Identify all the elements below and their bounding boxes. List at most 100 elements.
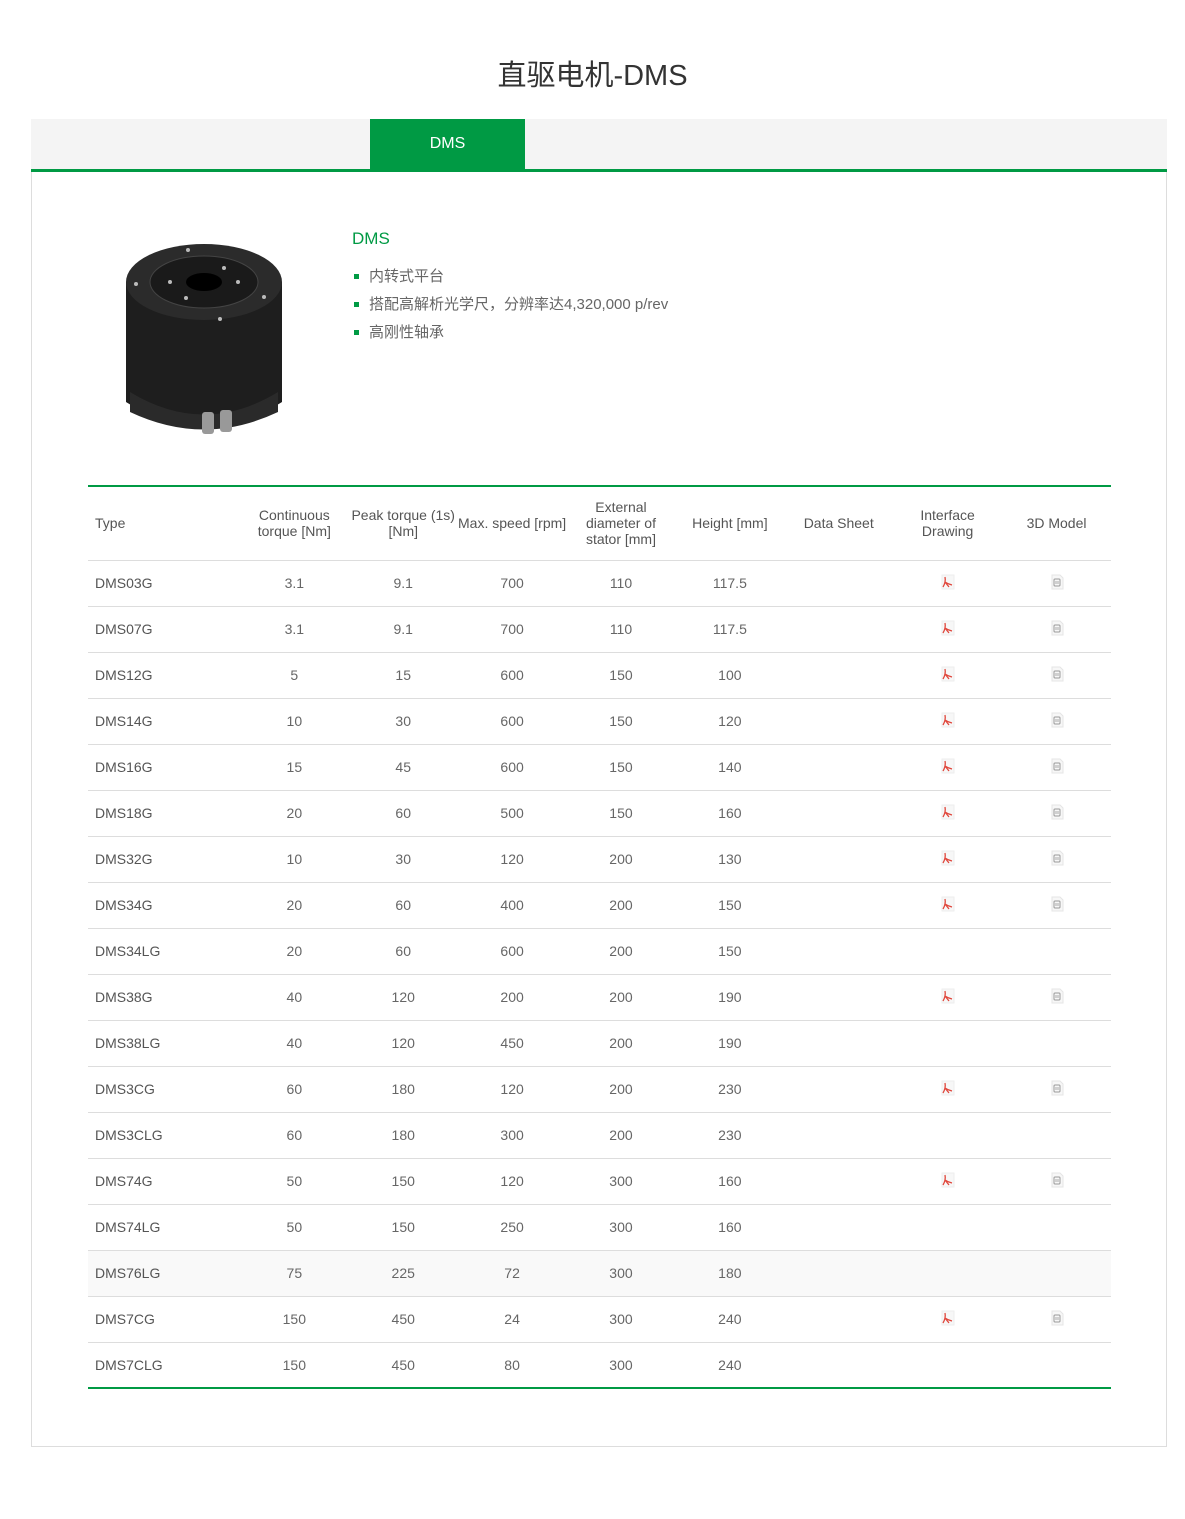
cell-ms: 80 [504, 1356, 520, 1373]
cell-type: DMS7CLG [95, 1356, 163, 1373]
cell-datasheet [784, 928, 894, 975]
pdf-icon[interactable] [940, 620, 956, 639]
cell-type: DMS38LG [88, 1020, 240, 1067]
table-row: DMS74LG 50 150 250 300 160 [88, 1204, 1111, 1251]
table-row: DMS34G 20 60 400 200 150 [88, 882, 1111, 929]
cell-3d-model [1002, 744, 1111, 791]
cell-ct: 20 [239, 790, 349, 837]
column-header: Height [mm] [675, 486, 785, 561]
table-row: DMS18G 20 60 500 150 160 [88, 790, 1111, 837]
pdf-icon[interactable] [940, 850, 956, 869]
tab-dms[interactable]: DMS [370, 119, 525, 169]
cell-3d-model [1002, 698, 1111, 745]
cell-h: 190 [675, 974, 785, 1021]
cell-ct: 20 [239, 928, 349, 975]
pdf-icon[interactable] [940, 896, 956, 915]
3d-model-file-icon[interactable] [1049, 804, 1065, 823]
cell-ct: 150 [239, 1296, 349, 1343]
cell-od: 200 [566, 882, 676, 929]
cell-h: 100 [675, 652, 785, 699]
cell-ct: 20 [239, 882, 349, 929]
3d-model-file-icon[interactable] [1049, 712, 1065, 731]
feature-item: 内转式平台 [352, 266, 668, 294]
cell-od: 150 [566, 652, 676, 699]
cell-3d-model [1002, 560, 1111, 607]
cell-ms: 200 [457, 974, 567, 1021]
cell-3d-model [1002, 790, 1111, 837]
pdf-icon[interactable] [940, 988, 956, 1007]
table-row: DMS32G 10 30 120 200 130 [88, 836, 1111, 883]
cell-type: DMS18G [88, 790, 240, 837]
cell-type: DMS07G [88, 606, 240, 653]
cell-ct: 3.1 [239, 560, 349, 607]
tab-bar: DMS [31, 119, 1167, 172]
cell-3d-model [1002, 652, 1111, 699]
pdf-icon[interactable] [940, 1172, 956, 1191]
cell-od: 200 [566, 1112, 676, 1159]
cell-od: 200 [566, 836, 676, 883]
table-row: DMS07G 3.1 9.1 700 110 117.5 [88, 606, 1111, 653]
3d-model-file-icon[interactable] [1049, 758, 1065, 777]
spec-table: Type Continuous torque [Nm] Peak torque (1… [88, 485, 1111, 1389]
pdf-icon[interactable] [940, 758, 956, 777]
cell-h: 160 [675, 1158, 785, 1205]
cell-pt: 9.1 [348, 606, 458, 653]
cell-ct: 60 [239, 1066, 349, 1113]
cell-pt: 225 [348, 1250, 458, 1297]
cell-ms: 600 [457, 744, 567, 791]
3d-model-file-icon[interactable] [1049, 988, 1065, 1007]
cell-ms: 250 [457, 1204, 567, 1251]
pdf-icon[interactable] [940, 1080, 956, 1099]
cell-ct: 10 [239, 836, 349, 883]
3d-model-file-icon[interactable] [1049, 1310, 1065, 1329]
pdf-icon[interactable] [940, 712, 956, 731]
cell-datasheet [784, 560, 894, 607]
cell-ms: 72 [457, 1250, 567, 1297]
3d-model-file-icon[interactable] [1049, 574, 1065, 593]
table-row: DMS7CLG 150 450 80 300 240 [88, 1342, 1111, 1388]
cell-h: 117.5 [675, 606, 785, 653]
cell-ct: 40 [239, 974, 349, 1021]
cell-3d-model [1002, 882, 1111, 929]
cell-ct: 75 [239, 1250, 349, 1297]
cell-pt: 150 [348, 1158, 458, 1205]
3d-model-file-icon[interactable] [1049, 620, 1065, 639]
pdf-icon[interactable] [940, 804, 956, 823]
feature-item: 高刚性轴承 [352, 322, 668, 350]
cell-type: DMS74G [88, 1158, 240, 1205]
cell-type: DMS14G [88, 698, 240, 745]
cell-drawing [893, 1342, 1002, 1388]
3d-model-file-icon[interactable] [1049, 896, 1065, 915]
cell-ms: 600 [457, 698, 567, 745]
cell-ct: 15 [239, 744, 349, 791]
3d-model-file-icon[interactable] [1049, 850, 1065, 869]
table-row: DMS03G 3.1 9.1 700 110 117.5 [88, 560, 1111, 607]
cell-type: DMS3CG [88, 1066, 240, 1113]
cell-od: 110 [566, 560, 676, 607]
cell-od: 200 [566, 1066, 676, 1113]
cell-drawing [893, 1204, 1003, 1251]
pdf-icon[interactable] [940, 1310, 956, 1329]
pdf-icon[interactable] [940, 666, 956, 685]
cell-3d-model [1002, 1066, 1111, 1113]
table-row: DMS34LG 20 60 600 200 150 [88, 928, 1111, 975]
cell-datasheet [784, 836, 894, 883]
cell-pt: 30 [348, 698, 458, 745]
cell-od: 110 [566, 606, 676, 653]
cell-drawing [893, 836, 1003, 883]
cell-drawing [893, 698, 1003, 745]
cell-type: DMS12G [88, 652, 240, 699]
cell-drawing [893, 1112, 1003, 1159]
3d-model-file-icon[interactable] [1049, 1172, 1065, 1191]
cell-type: DMS34G [88, 882, 240, 929]
cell-type: DMS38G [88, 974, 240, 1021]
3d-model-file-icon[interactable] [1049, 1080, 1065, 1099]
cell-type: DMS76LG [88, 1250, 240, 1297]
cell-od: 200 [566, 928, 676, 975]
pdf-icon[interactable] [940, 574, 956, 593]
cell-drawing [893, 560, 1003, 607]
cell-pt: 60 [348, 882, 458, 929]
cell-h: 117.5 [675, 560, 785, 607]
cell-drawing [893, 928, 1003, 975]
3d-model-file-icon[interactable] [1049, 666, 1065, 685]
